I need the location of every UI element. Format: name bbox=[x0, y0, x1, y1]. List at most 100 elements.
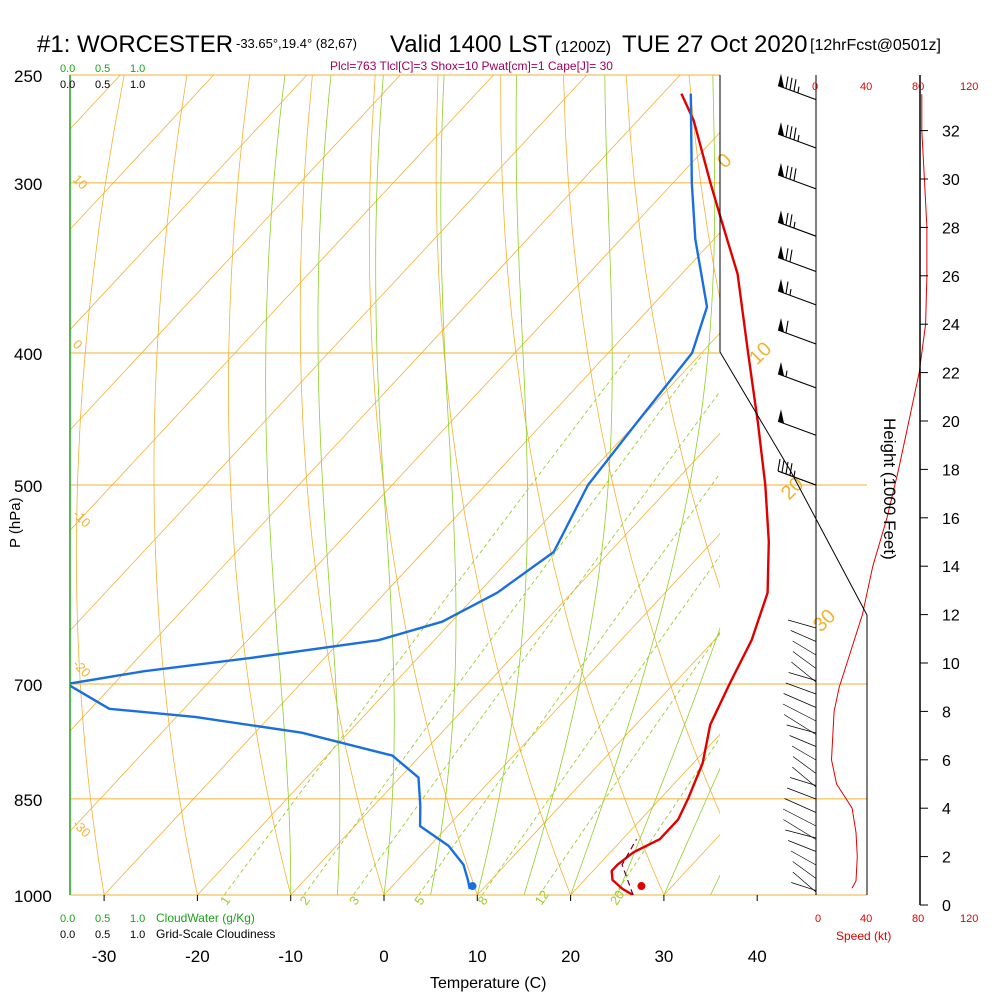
moist-adiabat-line bbox=[476, 75, 528, 895]
height-tick-14: 14 bbox=[942, 559, 960, 576]
dry-adiabat-line bbox=[500, 75, 665, 895]
barb-flag bbox=[789, 77, 793, 90]
profile-hatch-line bbox=[789, 735, 817, 747]
barb-flag bbox=[777, 458, 781, 472]
height-tick-2: 2 bbox=[942, 850, 951, 867]
dry-adiabat-label: 10 bbox=[70, 172, 91, 193]
barb-flag bbox=[789, 214, 793, 227]
series-temperature bbox=[610, 93, 770, 895]
temp-tick-20: 20 bbox=[561, 947, 580, 966]
barb-staff bbox=[777, 470, 817, 486]
profile-hatch-line bbox=[788, 840, 817, 852]
temp-tick--20: -20 bbox=[185, 947, 210, 966]
barb-staff bbox=[777, 290, 817, 306]
height-tick-30: 30 bbox=[942, 172, 960, 189]
pressure-tick-400: 400 bbox=[14, 345, 42, 364]
series-dewpoint bbox=[70, 93, 709, 890]
surface-temp-marker bbox=[637, 882, 646, 891]
wind-barb bbox=[777, 162, 817, 190]
profile-hatch-line bbox=[792, 861, 817, 879]
cloudiness-label: Grid-Scale Cloudiness bbox=[156, 927, 275, 941]
barb-staff bbox=[777, 85, 817, 101]
pressure-tick-250: 250 bbox=[14, 67, 42, 86]
sounding-traces bbox=[70, 93, 770, 895]
moist-adiabat-line bbox=[375, 75, 395, 895]
barb-staff bbox=[777, 420, 817, 436]
speed-axis-label: Speed (kt) bbox=[836, 929, 891, 943]
profile-hatch-line bbox=[782, 808, 817, 827]
temp-tick-10: 10 bbox=[468, 947, 487, 966]
profile-hatch-line bbox=[785, 829, 817, 839]
cloud-scale-bottom-0: 0.0 bbox=[60, 913, 75, 925]
height-tick-12: 12 bbox=[942, 608, 960, 625]
tropopause-boundary bbox=[719, 351, 868, 895]
pressure-tick-1000: 1000 bbox=[14, 887, 52, 906]
mixing-ratio-line bbox=[481, 554, 720, 895]
barb-pennant bbox=[778, 122, 784, 137]
barb-flag bbox=[793, 127, 797, 140]
cloudwater-label: CloudWater (g/Kg) bbox=[156, 911, 255, 925]
isotherm-line bbox=[70, 75, 401, 431]
cloudiness-scale-top-0: 0.0 bbox=[60, 79, 75, 91]
cloudiness-scale-bottom-2: 1.0 bbox=[130, 929, 145, 941]
profile-hatch-line bbox=[783, 693, 817, 708]
barb-flag bbox=[785, 124, 789, 137]
mixing-ratio-line bbox=[614, 737, 720, 895]
cloud-scale-top-0: 0.0 bbox=[60, 63, 75, 75]
wind-barb bbox=[777, 278, 817, 306]
height-tick-32: 32 bbox=[942, 124, 960, 141]
cloud-scale-bottom-2: 1.0 bbox=[130, 913, 145, 925]
wind-barbs bbox=[777, 73, 817, 486]
wind-barb bbox=[777, 409, 817, 436]
barb-flag bbox=[789, 166, 793, 180]
isotherm-line bbox=[70, 75, 214, 230]
moist-adiabat-line bbox=[430, 75, 457, 895]
profile-hatch-line bbox=[792, 871, 817, 893]
height-tick-26: 26 bbox=[942, 269, 960, 286]
barb-half-flag bbox=[793, 470, 796, 477]
barb-flag bbox=[785, 281, 789, 294]
barb-staff bbox=[777, 133, 817, 149]
barb-flag bbox=[793, 168, 797, 181]
speed-tick-80: 80 bbox=[912, 913, 924, 925]
barb-flag bbox=[785, 212, 789, 226]
profile-hatch-line bbox=[792, 651, 817, 669]
pressure-tick-700: 700 bbox=[14, 676, 42, 695]
cloud-scale-top-1: 0.5 bbox=[95, 63, 110, 75]
profile-hatch-line bbox=[792, 766, 817, 788]
dry-adiabat-label: -30 bbox=[70, 817, 94, 841]
height-tick-22: 22 bbox=[942, 366, 960, 383]
barb-half-flag bbox=[797, 86, 800, 93]
barb-staff bbox=[777, 221, 817, 237]
isotherm-line bbox=[70, 75, 308, 331]
profile-hatch-line bbox=[784, 798, 817, 813]
barb-pennant bbox=[778, 245, 784, 260]
moist-adiabat-line bbox=[265, 75, 292, 895]
dry-adiabat-line bbox=[563, 75, 720, 815]
mixing-ratio-line bbox=[418, 472, 720, 895]
valid-date: TUE 27 Oct 2020 bbox=[622, 31, 807, 58]
profile-hatch-line bbox=[791, 882, 817, 891]
barb-pennant bbox=[778, 409, 784, 424]
barb-pennant bbox=[778, 278, 784, 293]
moist-adiabat-line bbox=[570, 75, 716, 895]
temp-tick--30: -30 bbox=[92, 947, 117, 966]
profile-hatch-line bbox=[789, 777, 817, 786]
temp-tick-30: 30 bbox=[654, 947, 673, 966]
stability-indices: Plcl=763 Tlcl[C]=3 Shox=10 Pwat[cm]=1 Ca… bbox=[330, 59, 613, 73]
barb-flag bbox=[781, 460, 785, 473]
wind-barb bbox=[777, 361, 817, 389]
barb-pennant bbox=[778, 318, 784, 333]
height-tick-4: 4 bbox=[942, 801, 951, 818]
barb-flag bbox=[789, 249, 793, 262]
profile-hatch-line bbox=[791, 745, 817, 761]
speed-tick-top-40: 40 bbox=[860, 81, 872, 93]
profile-hatch-line bbox=[792, 756, 817, 774]
moist-adiabat-line bbox=[616, 627, 720, 895]
barb-pennant bbox=[778, 73, 784, 88]
barb-pennant bbox=[778, 162, 784, 177]
barb-half-flag bbox=[797, 134, 800, 142]
dry-adiabat-line bbox=[153, 75, 198, 895]
cloudiness-scale-top-1: 0.5 bbox=[95, 79, 110, 91]
